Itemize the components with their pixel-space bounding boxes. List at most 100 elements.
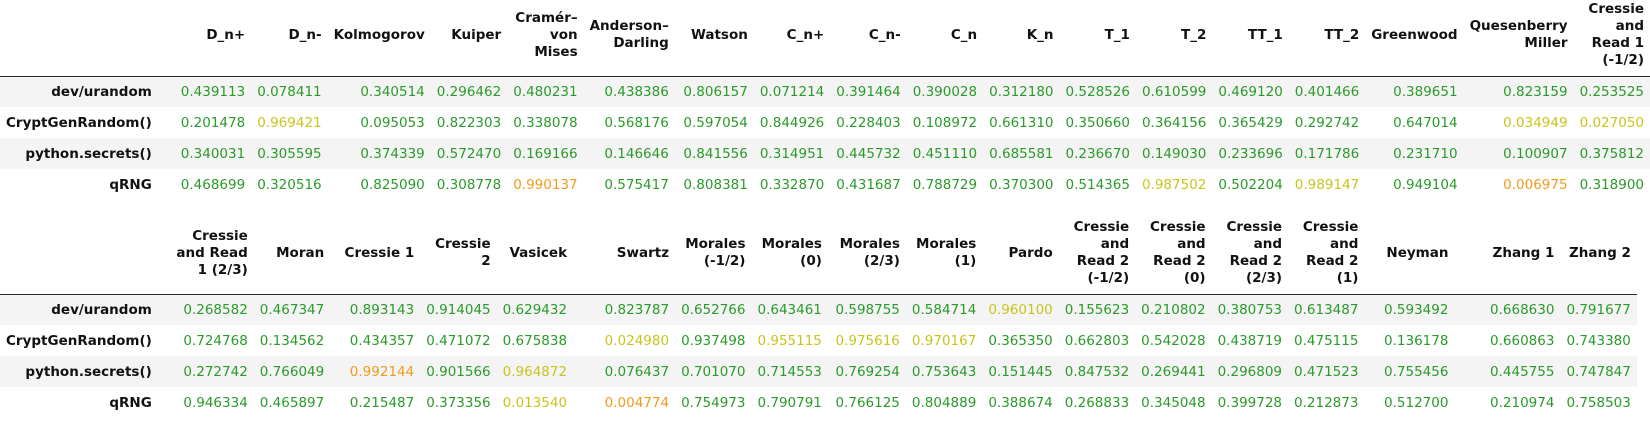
p-value-cell: 0.685581 — [989, 145, 1054, 162]
p-value-cell: 0.593492 — [1384, 301, 1449, 318]
p-value-cell: 0.078411 — [257, 83, 322, 100]
p-value-cell: 0.380753 — [1217, 301, 1283, 318]
p-value-cell: 0.210974 — [1490, 394, 1555, 411]
header-row: D_n+ D_n- Kolmogorov Kuiper Cramér–von Mises… — [0, 0, 1650, 76]
column-header: Cressie and Read 2 (0) — [1150, 219, 1206, 287]
p-value-cell: 0.004774 — [604, 394, 670, 411]
column-header: TT_1 — [1247, 26, 1283, 43]
row-label: dev/urandom — [51, 301, 152, 318]
p-value-cell: 0.804889 — [911, 394, 977, 411]
p-value-cell: 0.171786 — [1294, 145, 1360, 162]
p-value-cell: 0.027050 — [1579, 114, 1644, 131]
p-value-cell: 0.471523 — [1294, 363, 1359, 380]
p-value-cell: 0.269441 — [1141, 363, 1206, 380]
p-value-cell: 0.597054 — [683, 114, 748, 131]
p-value-cell: 0.401466 — [1294, 83, 1360, 100]
table-row: dev/urandom 0.268582 0.467347 0.893143 0.914… — [0, 294, 1637, 325]
p-value-cell: 0.006975 — [1503, 176, 1568, 193]
p-value-cell: 0.475115 — [1294, 332, 1359, 349]
p-value-cell: 0.647014 — [1393, 114, 1458, 131]
p-value-cell: 0.034949 — [1503, 114, 1568, 131]
p-value-cell: 0.100907 — [1503, 145, 1568, 162]
p-value-cell: 0.946334 — [183, 394, 248, 411]
p-value-cell: 0.268582 — [183, 301, 248, 318]
p-value-cell: 0.755456 — [1384, 363, 1449, 380]
column-header: C_n — [950, 26, 978, 43]
p-value-cell: 0.438386 — [604, 83, 669, 100]
p-value-cell: 0.169166 — [513, 145, 578, 162]
table-row: qRNG 0.468699 0.320516 0.825090 0.308778 0.99… — [0, 169, 1650, 200]
p-value-cell: 0.375812 — [1579, 145, 1644, 162]
p-value-cell: 0.893143 — [349, 301, 415, 318]
p-value-cell: 0.675838 — [502, 332, 568, 349]
p-value-cell: 0.987502 — [1141, 176, 1207, 193]
p-value-cell: 0.370300 — [989, 176, 1054, 193]
p-value-cell: 0.955115 — [757, 332, 822, 349]
column-header: Quesenberry Miller — [1469, 18, 1568, 52]
p-value-cell: 0.964872 — [502, 363, 568, 380]
p-value-cell: 0.791677 — [1566, 301, 1631, 318]
p-value-cell: 0.340514 — [360, 83, 425, 100]
p-value-cell: 0.212873 — [1294, 394, 1359, 411]
p-value-cell: 0.610599 — [1141, 83, 1207, 100]
column-header: TT_2 — [1324, 26, 1360, 43]
column-header: T_2 — [1181, 26, 1207, 43]
results-table-2: Cressie and Read 1 (2/3) Moran Cressie 1 Cr… — [0, 218, 1637, 418]
p-value-cell: 0.754973 — [681, 394, 746, 411]
corner-cell — [0, 0, 168, 76]
p-value-cell: 0.989147 — [1294, 176, 1360, 193]
column-header: Cressie and Read 1 (2/3) — [176, 227, 248, 278]
p-value-cell: 0.766049 — [259, 363, 325, 380]
p-value-cell: 0.451110 — [912, 145, 978, 162]
column-header: Cressie 1 — [344, 244, 415, 261]
column-header: K_n — [1026, 26, 1054, 43]
p-value-cell: 0.949104 — [1393, 176, 1458, 193]
p-value-cell: 0.146646 — [604, 145, 669, 162]
p-value-cell: 0.575417 — [604, 176, 669, 193]
column-header: Cressie and Read 1 (-1/2) — [1588, 1, 1644, 69]
p-value-cell: 0.373356 — [426, 394, 491, 411]
p-value-cell: 0.155623 — [1064, 301, 1130, 318]
p-value-cell: 0.228403 — [836, 114, 901, 131]
column-header: Neyman — [1386, 244, 1449, 261]
p-value-cell: 0.769254 — [835, 363, 900, 380]
column-header: T_1 — [1104, 26, 1130, 43]
column-header: Cressie and Read 2 (-1/2) — [1073, 219, 1130, 287]
p-value-cell: 0.643461 — [757, 301, 822, 318]
p-value-cell: 0.438719 — [1217, 332, 1283, 349]
p-value-cell: 0.468699 — [180, 176, 246, 193]
p-value-cell: 0.901566 — [426, 363, 491, 380]
p-value-cell: 0.724768 — [183, 332, 248, 349]
column-header: Moran — [276, 244, 325, 261]
p-value-cell: 0.825090 — [360, 176, 425, 193]
p-value-cell: 0.572470 — [436, 145, 502, 162]
p-value-cell: 0.013540 — [502, 394, 568, 411]
p-value-cell: 0.365429 — [1218, 114, 1283, 131]
column-header: Swartz — [616, 244, 670, 261]
p-value-cell: 0.758503 — [1566, 394, 1631, 411]
column-header: Morales (2/3) — [839, 236, 900, 270]
p-value-cell: 0.512700 — [1384, 394, 1449, 411]
p-value-cell: 0.613487 — [1294, 301, 1359, 318]
p-value-cell: 0.471072 — [426, 332, 491, 349]
table-row: CryptGenRandom() 0.201478 0.969421 0.095053… — [0, 107, 1650, 138]
p-value-cell: 0.937498 — [681, 332, 746, 349]
p-value-cell: 0.390028 — [912, 83, 978, 100]
p-value-cell: 0.071214 — [759, 83, 825, 100]
p-value-cell: 0.201478 — [180, 114, 246, 131]
row-label: CryptGenRandom() — [6, 332, 152, 349]
p-value-cell: 0.296462 — [436, 83, 502, 100]
table-row: qRNG 0.946334 0.465897 0.215487 0.373356 0.01… — [0, 387, 1637, 418]
p-value-cell: 0.514365 — [1065, 176, 1130, 193]
p-value-cell: 0.320516 — [257, 176, 322, 193]
column-header: Cressie 2 — [435, 236, 491, 270]
p-value-cell: 0.318900 — [1579, 176, 1644, 193]
row-label: qRNG — [109, 176, 152, 193]
p-value-cell: 0.399728 — [1217, 394, 1283, 411]
p-value-cell: 0.231710 — [1393, 145, 1458, 162]
p-value-cell: 0.314951 — [759, 145, 825, 162]
p-value-cell: 0.528526 — [1065, 83, 1130, 100]
p-value-cell: 0.629432 — [502, 301, 568, 318]
p-value-cell: 0.714553 — [757, 363, 822, 380]
